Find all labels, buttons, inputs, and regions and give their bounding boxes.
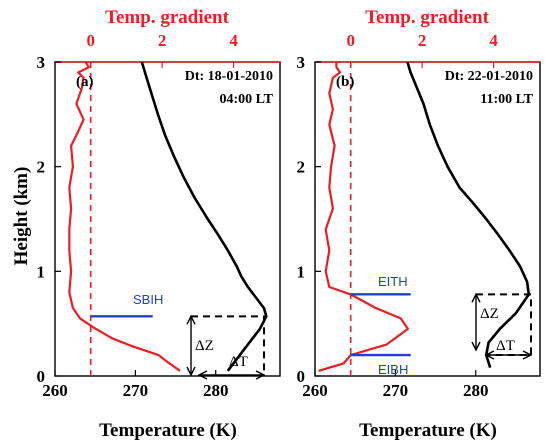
- axes-box-b: [314, 61, 541, 377]
- top-axis-title-b: Temp. gradient: [365, 7, 490, 28]
- top-tick-labels-a: 0 2 4: [86, 31, 238, 50]
- x-tick-labels-b: 260 270 280: [302, 381, 488, 400]
- y-axis-title: Height (km): [11, 167, 32, 266]
- date-text-b: Dt: 22-01-2010: [445, 69, 533, 84]
- annotation-eibh: EIBH: [378, 362, 408, 377]
- x-tick-label-b: 280: [463, 381, 489, 400]
- plot-area-b: [314, 61, 541, 377]
- x-tick-labels-a: 260 270 280: [42, 381, 228, 400]
- delta-z-arrowheads-b: [471, 292, 481, 352]
- x-axis-title-b: Temperature (K): [359, 420, 497, 441]
- x-tick-label-a: 260: [42, 381, 68, 400]
- annotation-eith: EITH: [378, 274, 408, 289]
- panel-a: Temp. gradient 0 2 4 0 1 2 3 260 270 280 (a) Dt…: [37, 7, 281, 441]
- top-tick-label-b: 0: [346, 31, 355, 50]
- delta-z-arrowheads-a: [186, 314, 196, 377]
- y-tick-labels-a: 0 1 2 3: [37, 53, 46, 386]
- top-tick-label-a: 4: [229, 31, 238, 50]
- annotation-sbih: SBIH: [133, 292, 163, 307]
- y-tick-label-b: 0: [297, 367, 306, 386]
- panel-label-a: (a): [76, 74, 94, 90]
- temperature-profile-b: [406, 61, 531, 368]
- time-text-b: 11:00 LT: [480, 92, 533, 107]
- delta-t-arrowheads-b: [484, 350, 533, 360]
- top-tick-label-b: 2: [418, 31, 427, 50]
- temperature-profile-a: [140, 61, 268, 372]
- x-tick-label-a: 270: [123, 381, 149, 400]
- time-text-a: 04:00 LT: [219, 92, 273, 107]
- y-tick-label-a: 1: [37, 262, 46, 281]
- annotation-delta-t-a: ΔT: [229, 354, 248, 370]
- panel-b: Temp. gradient 0 2 4 0 1 2 3 260 270 280 (b) Dt…: [297, 7, 541, 441]
- annotation-delta-z-a: ΔZ: [195, 338, 214, 354]
- x-tick-label-a: 280: [203, 381, 229, 400]
- annotation-delta-t-b: ΔT: [496, 338, 515, 354]
- y-tick-label-b: 2: [297, 158, 306, 177]
- top-axis-title-a: Temp. gradient: [105, 7, 230, 28]
- top-tick-label-b: 4: [489, 31, 498, 50]
- y-tick-label-a: 0: [37, 367, 46, 386]
- plot-area-a: [54, 61, 281, 380]
- top-tick-label-a: 2: [158, 31, 167, 50]
- x-tick-label-b: 260: [302, 381, 328, 400]
- panel-label-b: (b): [336, 74, 354, 90]
- top-tick-label-a: 0: [86, 31, 95, 50]
- date-text-a: Dt: 18-01-2010: [185, 69, 273, 84]
- y-tick-label-b: 3: [297, 53, 306, 72]
- y-tick-labels-b: 0 1 2 3: [297, 53, 306, 386]
- top-tick-labels-b: 0 2 4: [346, 31, 498, 50]
- y-tick-label-a: 2: [37, 158, 46, 177]
- x-tick-label-b: 270: [383, 381, 409, 400]
- x-axis-title-a: Temperature (K): [99, 420, 237, 441]
- annotation-delta-z-b: ΔZ: [480, 306, 499, 322]
- y-tick-label-b: 1: [297, 262, 306, 281]
- gradient-profile-b: [318, 62, 409, 372]
- gradient-profile-a: [68, 61, 181, 372]
- y-tick-label-a: 3: [37, 53, 46, 72]
- delta-box-a: [191, 315, 265, 375]
- delta-t-arrowheads-a: [197, 370, 266, 380]
- axes-box-a: [54, 61, 281, 377]
